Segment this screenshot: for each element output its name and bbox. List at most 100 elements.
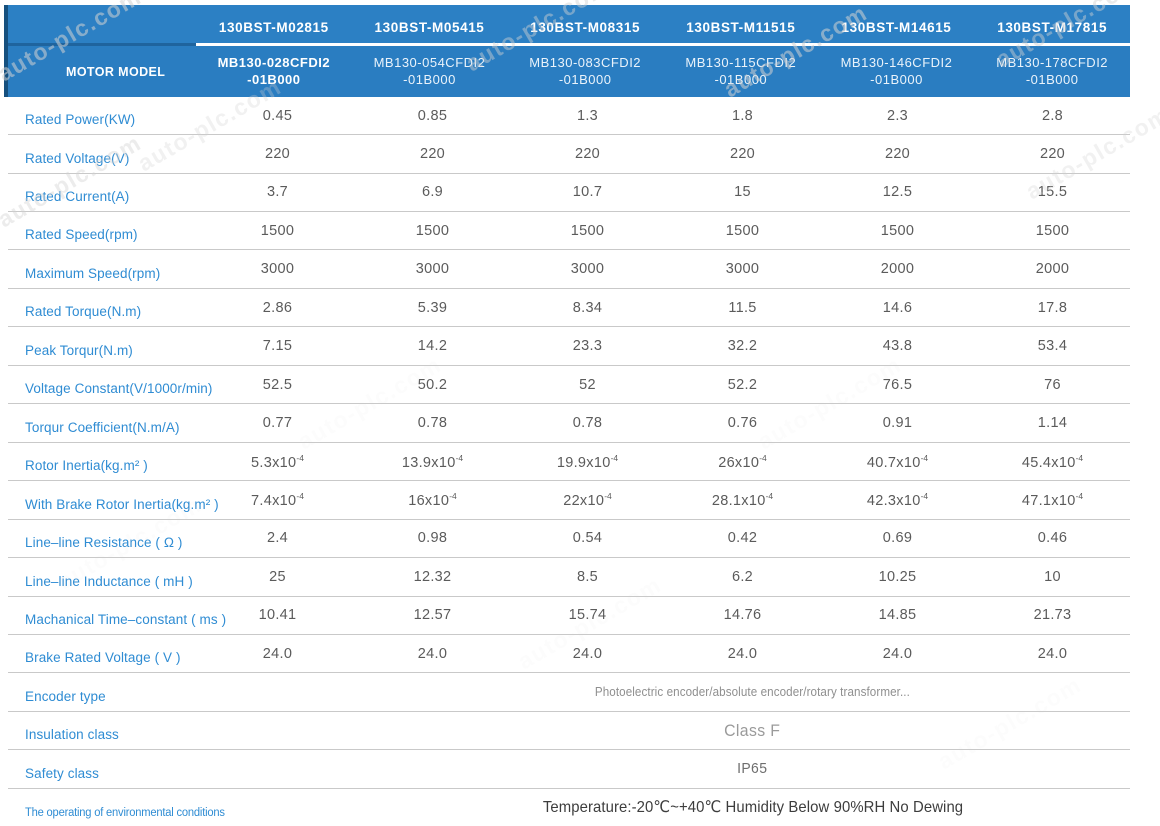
spec-value: 10.7 bbox=[510, 173, 665, 213]
spec-value: 1500 bbox=[200, 211, 355, 251]
table-row: The operating of environmental condition… bbox=[8, 788, 1130, 826]
spec-value: 0.77 bbox=[200, 403, 355, 443]
spec-label: Torqur Coefficient(N.m/A) bbox=[8, 403, 200, 443]
spec-label: With Brake Rotor Inertia(kg.m² ) bbox=[8, 480, 219, 520]
table-row: Machanical Time–constant ( ms ) 10.41 12.5… bbox=[8, 596, 1130, 636]
spec-value: 14.76 bbox=[665, 596, 820, 636]
spec-value: 23.3 bbox=[510, 326, 665, 366]
column-header-series: 130BST-M17815 bbox=[974, 5, 1130, 46]
table-row: Maximum Speed(rpm) 3000 3000 3000 3000 2000 20… bbox=[8, 249, 1130, 289]
spec-value: 24.0 bbox=[665, 634, 820, 674]
spec-value: 17.8 bbox=[975, 288, 1130, 328]
spec-value: 10.25 bbox=[820, 557, 975, 597]
spec-value: 12.57 bbox=[355, 596, 510, 636]
table-row: Rotor Inertia(kg.m² ) 5.3x10-4 13.9x10-4 19… bbox=[8, 442, 1130, 482]
table-header: 130BST-M02815 130BST-M05415 130BST-M08315 1… bbox=[4, 5, 1130, 97]
spec-value: 53.4 bbox=[975, 326, 1130, 366]
spec-value: 2.3 bbox=[820, 97, 975, 136]
spec-value: 10.41 bbox=[200, 596, 355, 636]
spec-value: 220 bbox=[200, 134, 355, 174]
spec-label: The operating of environmental condition… bbox=[25, 807, 225, 819]
table-row: Rated Power(KW) 0.45 0.85 1.3 1.8 2.3 2.8 bbox=[8, 97, 1130, 136]
spec-value: 220 bbox=[355, 134, 510, 174]
spec-value: 50.2 bbox=[355, 365, 510, 405]
spec-value: 25 bbox=[200, 557, 355, 597]
spec-value: 42.3x10-4 bbox=[820, 480, 975, 520]
spec-value: 1.8 bbox=[665, 97, 820, 136]
column-header-series: 130BST-M11515 bbox=[663, 5, 819, 46]
spec-value: 24.0 bbox=[820, 634, 975, 674]
spec-value: 8.34 bbox=[510, 288, 665, 328]
spec-value: 14.6 bbox=[820, 288, 975, 328]
spec-value: 7.15 bbox=[200, 326, 355, 366]
table-row: Peak Torqur(N.m) 7.15 14.2 23.3 32.2 43.8 53.4 bbox=[8, 326, 1130, 366]
spec-value: 10 bbox=[975, 557, 1130, 597]
spec-label: Rated Voltage(V) bbox=[8, 134, 200, 174]
spec-value: 0.91 bbox=[820, 403, 975, 443]
spec-value: 26x10-4 bbox=[665, 442, 820, 482]
spec-label: Line–line Inductance ( mH ) bbox=[8, 557, 200, 597]
spec-value: 24.0 bbox=[200, 634, 355, 674]
spec-value: 3.7 bbox=[200, 173, 355, 213]
spec-merged-value: Temperature:-20℃~+40℃ Humidity Below 90%… bbox=[542, 799, 963, 817]
table-row: Encoder type Photoelectric encoder/absolu… bbox=[8, 672, 1130, 712]
table-row: With Brake Rotor Inertia(kg.m² ) 7.4x10-4… bbox=[8, 480, 1130, 520]
table-row: Rated Torque(N.m) 2.86 5.39 8.34 11.5 14.6 17.… bbox=[8, 288, 1130, 328]
spec-value: 14.2 bbox=[355, 326, 510, 366]
spec-value: 6.9 bbox=[355, 173, 510, 213]
spec-value: 1500 bbox=[665, 211, 820, 251]
table-row: Voltage Constant(V/1000r/min) 52.5 50.2 52 5… bbox=[8, 365, 1130, 405]
spec-value: 45.4x10-4 bbox=[975, 442, 1130, 482]
spec-value: 8.5 bbox=[510, 557, 665, 597]
spec-label: Rated Power(KW) bbox=[8, 97, 200, 136]
spec-value: 2.4 bbox=[200, 519, 355, 559]
spec-value: 3000 bbox=[510, 249, 665, 289]
spec-value: 5.39 bbox=[355, 288, 510, 328]
spec-value: 52.2 bbox=[665, 365, 820, 405]
spec-value: 5.3x10-4 bbox=[200, 442, 355, 482]
spec-value: 76 bbox=[975, 365, 1130, 405]
column-header-model: MB130-178CFDI2 -01B000 bbox=[996, 55, 1109, 87]
spec-value: 52 bbox=[510, 365, 665, 405]
table-row: Rated Speed(rpm) 1500 1500 1500 1500 1500 1500 bbox=[8, 211, 1130, 251]
spec-value: 21.73 bbox=[975, 596, 1130, 636]
spec-value: 16x10-4 bbox=[355, 480, 510, 520]
spec-value: 3000 bbox=[355, 249, 510, 289]
spec-value: 3000 bbox=[665, 249, 820, 289]
column-header-model: MB130-146CFDI2 -01B000 bbox=[840, 55, 953, 87]
table-row: Rated Voltage(V) 220 220 220 220 220 220 bbox=[8, 134, 1130, 174]
spec-label: Rated Speed(rpm) bbox=[8, 211, 200, 251]
spec-value: 1.14 bbox=[975, 403, 1130, 443]
spec-value: 2.86 bbox=[200, 288, 355, 328]
spec-value: 0.54 bbox=[510, 519, 665, 559]
column-header-series: 130BST-M14615 bbox=[818, 5, 975, 46]
column-header-model: MB130-115CFDI2 -01B000 bbox=[685, 55, 797, 87]
spec-label: Maximum Speed(rpm) bbox=[8, 249, 200, 289]
spec-value: 1500 bbox=[510, 211, 665, 251]
spec-value: 0.42 bbox=[665, 519, 820, 559]
spec-value: 0.46 bbox=[975, 519, 1130, 559]
spec-value: 11.5 bbox=[665, 288, 820, 328]
spec-value: 15 bbox=[665, 173, 820, 213]
spec-value: 2.8 bbox=[975, 97, 1130, 136]
spec-value: 43.8 bbox=[820, 326, 975, 366]
spec-value: 0.69 bbox=[820, 519, 975, 559]
spec-value: 1500 bbox=[355, 211, 510, 251]
spec-value: 220 bbox=[820, 134, 975, 174]
spec-label: Insulation class bbox=[8, 711, 200, 751]
spec-label: Safety class bbox=[8, 749, 200, 789]
spec-value: 15.74 bbox=[510, 596, 665, 636]
spec-value: 28.1x10-4 bbox=[665, 480, 820, 520]
spec-table: Rated Power(KW) 0.45 0.85 1.3 1.8 2.3 2.8 Rated… bbox=[8, 97, 1130, 826]
column-header-series: 130BST-M02815 bbox=[196, 5, 352, 46]
spec-label: Encoder type bbox=[8, 672, 200, 712]
spec-label: Brake Rated Voltage ( V ) bbox=[8, 634, 200, 674]
spec-value: 19.9x10-4 bbox=[510, 442, 665, 482]
spec-label: Line–line Resistance ( Ω ) bbox=[8, 519, 200, 559]
spec-value: 1.3 bbox=[510, 97, 665, 136]
spec-value: 22x10-4 bbox=[510, 480, 665, 520]
table-row: Safety class IP65 bbox=[8, 749, 1130, 789]
spec-merged-value: IP65 bbox=[200, 749, 1130, 789]
spec-value: 0.78 bbox=[355, 403, 510, 443]
